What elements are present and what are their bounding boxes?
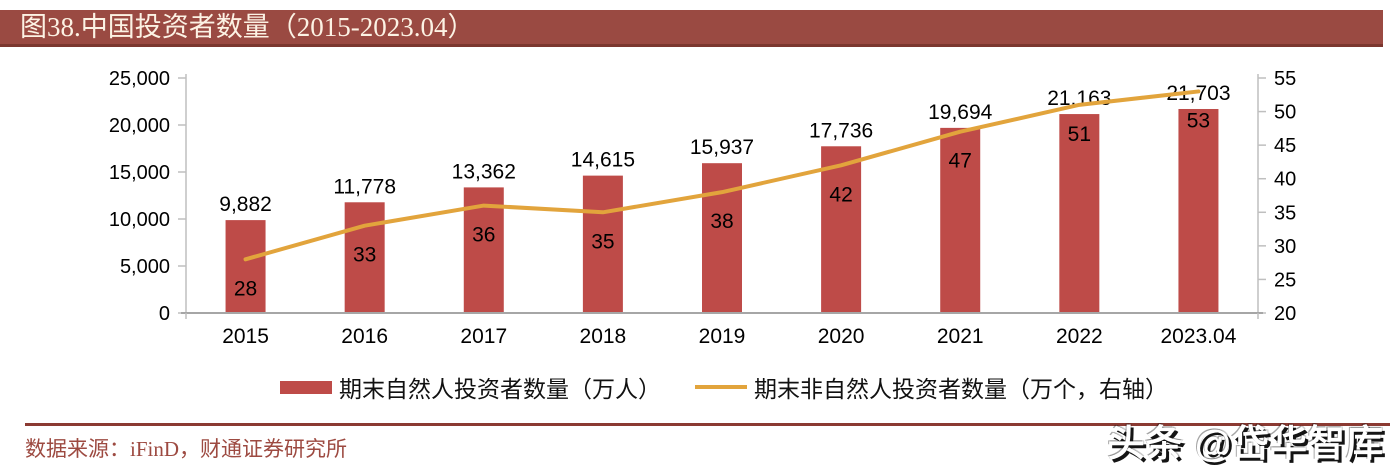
bar-value-label: 14,615 <box>571 149 635 172</box>
bar-value-label: 9,882 <box>219 193 272 216</box>
right-axis-tick-label: 25 <box>1274 269 1296 291</box>
bar-value-label: 21,703 <box>1166 82 1230 105</box>
bar <box>225 220 266 313</box>
line-value-label: 51 <box>1068 123 1091 146</box>
legend-item-bar-series: 期末自然人投资者数量（万人） <box>280 374 661 402</box>
bar <box>1059 114 1100 313</box>
right-axis-tick-label: 30 <box>1274 236 1296 258</box>
left-axis-tick-label: 10,000 <box>109 209 170 231</box>
right-axis-tick-label: 45 <box>1274 135 1296 157</box>
right-axis-tick-label: 20 <box>1274 303 1296 325</box>
left-axis-tick-label: 20,000 <box>109 115 170 137</box>
left-axis-tick-label: 0 <box>159 303 170 325</box>
bar <box>1178 108 1219 314</box>
bar <box>702 163 742 313</box>
line-value-label: 33 <box>353 244 376 267</box>
x-axis-category-label: 2021 <box>937 325 984 348</box>
bar-value-label: 19,694 <box>928 101 993 124</box>
line-value-label: 53 <box>1187 109 1210 132</box>
x-axis-category-label: 2017 <box>460 325 507 348</box>
x-axis-category-label: 2022 <box>1056 325 1103 348</box>
line-series-swatch-icon <box>695 385 747 389</box>
right-axis-tick-label: 40 <box>1274 169 1296 191</box>
legend-item-line-series: 期末非自然人投资者数量（万个，右轴） <box>695 374 1168 402</box>
right-axis-tick-label: 35 <box>1274 202 1296 224</box>
legend-label-line-series: 期末非自然人投资者数量（万个，右轴） <box>754 377 1168 402</box>
line-value-label: 28 <box>234 277 257 300</box>
bar <box>940 127 981 313</box>
x-axis-category-label: 2016 <box>341 325 388 348</box>
left-axis-tick-label: 5,000 <box>120 256 170 278</box>
chart-canvas: 0 5,000 10,000 15,000 20,000 25,000 20 25 30 35 40… <box>109 68 1296 348</box>
footer-separator <box>25 423 1390 426</box>
data-source: 数据来源：iFinD，财通证券研究所 <box>25 437 348 461</box>
line-value-label: 36 <box>472 224 495 247</box>
line-value-label: 38 <box>710 210 733 233</box>
bar-value-label: 11,778 <box>333 175 396 198</box>
bar-value-label: 13,362 <box>452 160 516 183</box>
legend: 期末自然人投资者数量（万人） 期末非自然人投资者数量（万个，右轴） <box>0 374 1390 402</box>
bar-value-label: 17,736 <box>809 119 873 142</box>
left-axis-tick-label: 15,000 <box>109 162 170 184</box>
bar <box>344 202 385 313</box>
x-axis-category-label: 2019 <box>699 325 746 348</box>
x-axis-category-label: 2018 <box>580 325 627 348</box>
bar <box>821 146 862 313</box>
line-series <box>243 89 1201 262</box>
figure-title: 图38.中国投资者数量（2015-2023.04） <box>20 12 475 42</box>
watermark: 头条 @岱华智库 <box>1107 423 1384 464</box>
line-value-label: 47 <box>949 150 972 173</box>
x-axis-category-label: 2020 <box>818 325 865 348</box>
right-axis-tick-label: 55 <box>1274 68 1296 90</box>
right-axis-tick-label: 50 <box>1274 102 1296 124</box>
legend-label-bar-series: 期末自然人投资者数量（万人） <box>339 377 661 402</box>
left-axis-tick-label: 25,000 <box>109 68 170 90</box>
figure-title-bar: 图38.中国投资者数量（2015-2023.04） <box>0 10 1383 47</box>
bar <box>582 175 623 313</box>
bar-series-swatch-icon <box>280 380 332 394</box>
bar-value-label: 15,937 <box>690 136 754 159</box>
x-axis-category-label: 2015 <box>222 325 269 348</box>
x-axis-category-label: 2023.04 <box>1160 325 1236 348</box>
line-value-label: 42 <box>829 183 852 206</box>
line-value-label: 35 <box>591 230 614 253</box>
